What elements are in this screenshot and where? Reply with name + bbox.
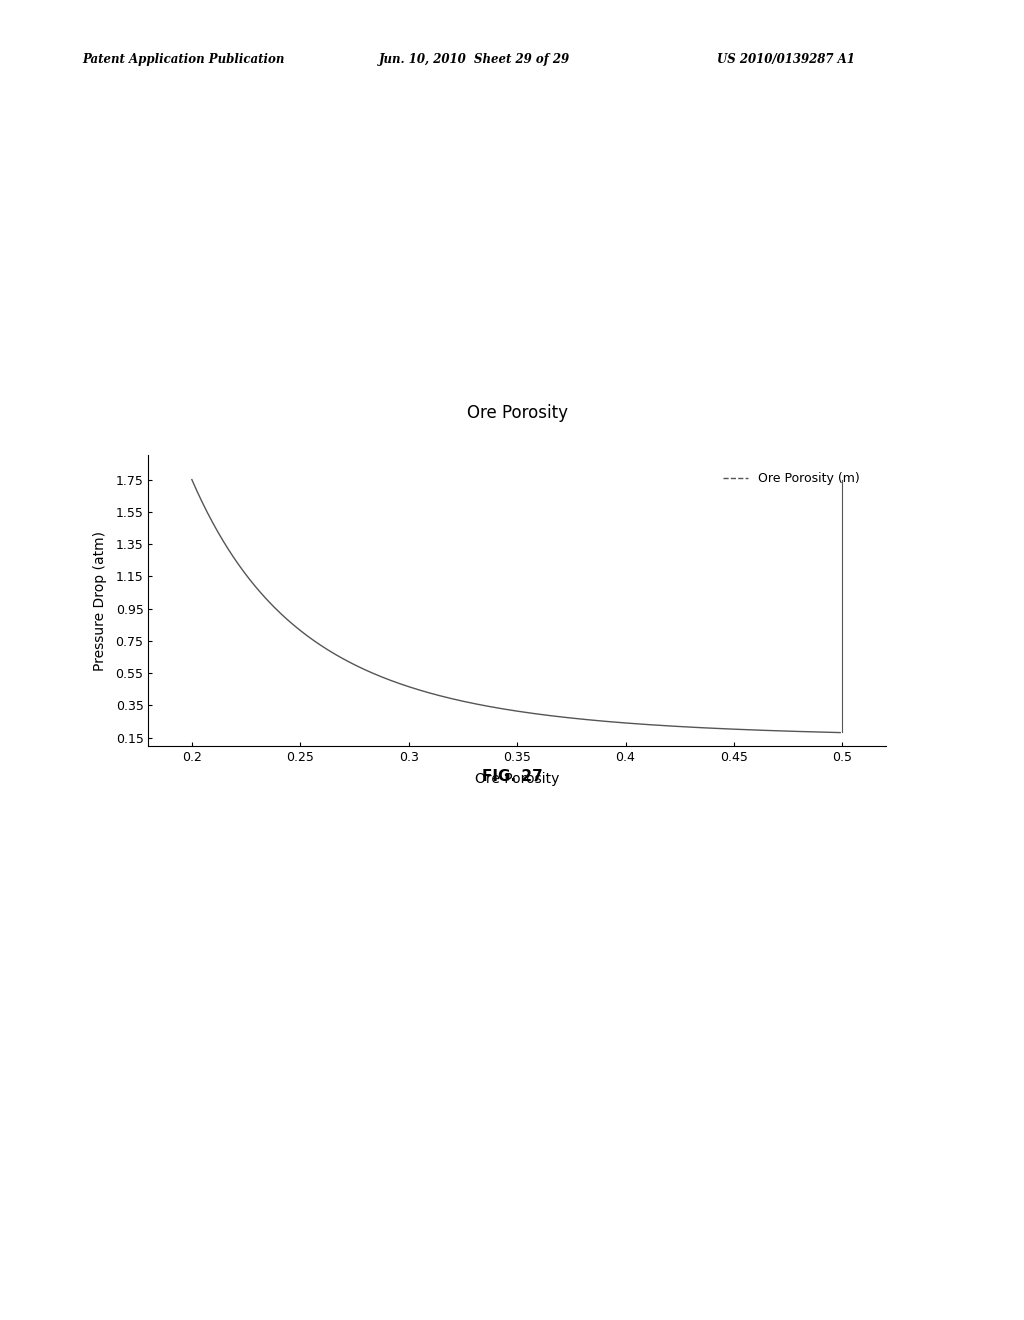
Text: US 2010/0139287 A1: US 2010/0139287 A1 [717,53,855,66]
Text: FIG. 27: FIG. 27 [481,770,543,784]
Text: Patent Application Publication: Patent Application Publication [82,53,285,66]
X-axis label: Ore Porosity: Ore Porosity [475,772,559,785]
Legend: Ore Porosity (m): Ore Porosity (m) [718,467,864,491]
Text: Ore Porosity: Ore Porosity [467,404,567,422]
Y-axis label: Pressure Drop (atm): Pressure Drop (atm) [93,531,108,671]
Text: Jun. 10, 2010  Sheet 29 of 29: Jun. 10, 2010 Sheet 29 of 29 [379,53,570,66]
